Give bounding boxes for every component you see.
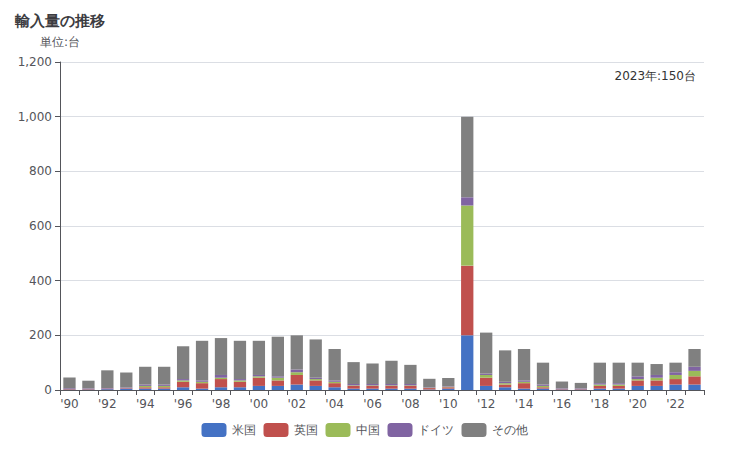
svg-text:'98: '98 [212,397,231,411]
svg-text:0: 0 [44,383,52,397]
svg-text:'04: '04 [325,397,344,411]
svg-text:'20: '20 [628,397,647,411]
svg-text:'00: '00 [250,397,269,411]
svg-text:'94: '94 [136,397,155,411]
svg-text:'92: '92 [98,397,117,411]
svg-text:2023年:150台: 2023年:150台 [615,69,697,83]
svg-text:中国: 中国 [356,423,380,437]
svg-text:'90: '90 [60,397,79,411]
svg-text:'06: '06 [363,397,382,411]
svg-text:ドイツ: ドイツ [418,423,454,437]
svg-text:輸入量の推移: 輸入量の推移 [14,12,105,30]
svg-text:'08: '08 [401,397,420,411]
svg-text:1,200: 1,200 [18,55,52,69]
svg-text:800: 800 [29,164,52,178]
svg-text:600: 600 [29,219,52,233]
svg-text:200: 200 [29,328,52,342]
svg-text:その他: その他 [492,423,528,437]
svg-text:'18: '18 [591,397,610,411]
svg-text:400: 400 [29,274,52,288]
svg-text:'16: '16 [553,397,572,411]
svg-text:単位:台: 単位:台 [40,35,80,49]
svg-text:'10: '10 [439,397,458,411]
svg-text:米国: 米国 [232,423,256,437]
svg-text:'14: '14 [515,397,534,411]
svg-text:英国: 英国 [294,423,318,437]
svg-text:'12: '12 [477,397,496,411]
svg-text:'02: '02 [287,397,306,411]
svg-text:1,000: 1,000 [18,110,52,124]
svg-text:'22: '22 [666,397,685,411]
svg-text:'96: '96 [174,397,193,411]
